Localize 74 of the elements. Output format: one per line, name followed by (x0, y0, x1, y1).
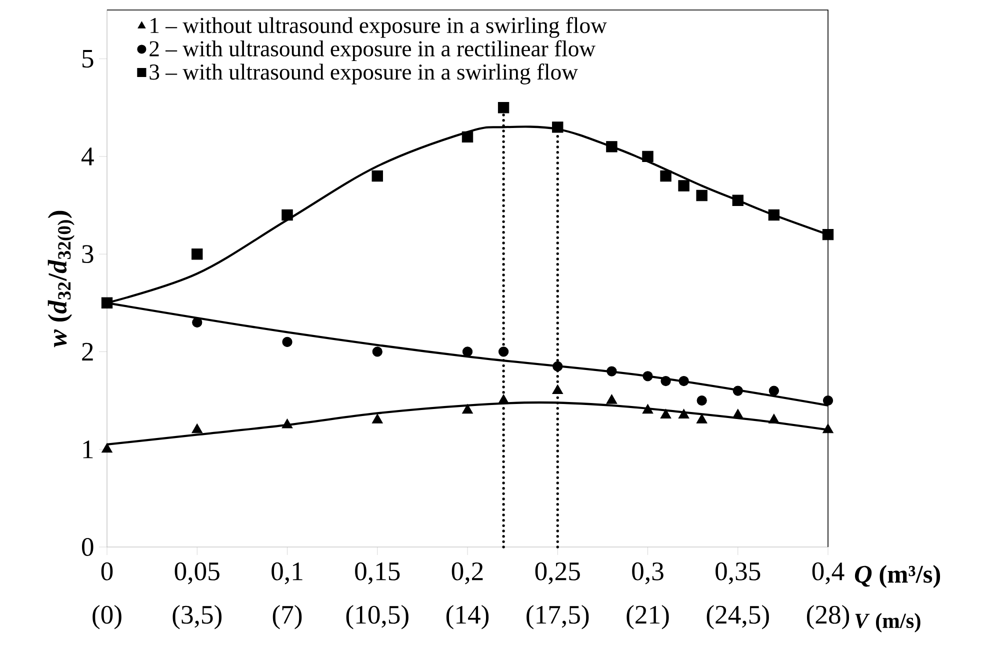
point (678, 376, 689, 386)
point (462, 346, 473, 357)
point (101, 297, 113, 309)
x2-tick-label: (0) (92, 605, 122, 630)
point (642, 404, 654, 414)
x-tick-label: 0 (101, 562, 113, 580)
point (372, 170, 383, 182)
point (642, 371, 653, 382)
point (282, 418, 293, 428)
point (192, 248, 203, 260)
x2-tick-label: (21) (626, 605, 669, 630)
point (192, 317, 202, 328)
point (606, 366, 617, 376)
x-tick-label: 0,4 (812, 562, 844, 584)
x2-tick-label: (24,5) (706, 605, 769, 630)
point (642, 150, 654, 162)
point (768, 209, 780, 221)
point (732, 194, 744, 206)
y-tick-label: 5 (82, 50, 94, 68)
point (552, 361, 563, 372)
y-tick-label: 2 (82, 342, 93, 361)
y-tick-label: 3 (82, 245, 94, 264)
point (696, 395, 707, 406)
point (498, 394, 510, 404)
point (696, 190, 708, 202)
point (192, 424, 203, 434)
x2-tick-label: (3,5) (172, 605, 222, 630)
x2-tick-label: (17,5) (526, 605, 589, 630)
point (606, 394, 618, 404)
y-axis-title: w (d$_{32}$/d$_{32(0)}$) (48, 210, 74, 348)
point (462, 404, 473, 414)
x-axis-title: Q (m³/s) (854, 565, 940, 588)
x2-tick-label: (28) (806, 605, 850, 630)
y-tick-label: 0 (82, 538, 94, 556)
point (768, 414, 780, 424)
point (606, 141, 618, 152)
x2-tick-label: (10,5) (346, 605, 408, 630)
x-tick-label: 0,35 (716, 562, 760, 584)
point (552, 384, 564, 394)
point (822, 395, 834, 406)
point (372, 414, 383, 424)
point (552, 122, 564, 133)
x2-tick-label: (14) (446, 605, 489, 630)
point (102, 443, 112, 453)
point (678, 408, 690, 418)
point (498, 346, 509, 357)
point (678, 180, 690, 192)
x2-tick-label: (7) (272, 605, 302, 630)
x-tick-label: 0,1 (272, 562, 302, 584)
point (372, 346, 382, 357)
x-tick-label: 0,3 (632, 562, 664, 584)
point (768, 386, 779, 396)
point (732, 386, 743, 396)
x-tick-label: 0,15 (355, 562, 400, 584)
point (660, 408, 672, 418)
point (696, 414, 708, 424)
legend-label: 3 – with ultrasound exposure in a swirling flow (150, 64, 578, 84)
point (282, 209, 293, 221)
x2-axis-title: V (m/s) (855, 613, 920, 632)
point (822, 228, 834, 240)
point (462, 131, 474, 143)
point (282, 336, 292, 348)
point (660, 376, 671, 386)
point (660, 170, 672, 182)
legend-label: 2 – with ultrasound exposure in a rectilinear flow (150, 40, 596, 62)
x-tick-label: 0,05 (174, 562, 220, 584)
point (822, 424, 834, 434)
y-tick-label: 1 (83, 440, 93, 458)
point (732, 408, 744, 418)
legend-label: 1 – without ultrasound exposure in a swirling flow (150, 16, 607, 38)
y-tick-label: 4 (81, 148, 94, 166)
x-tick-label: 0,2 (452, 562, 483, 584)
x-tick-label: 0,25 (535, 562, 580, 584)
point (498, 102, 510, 114)
